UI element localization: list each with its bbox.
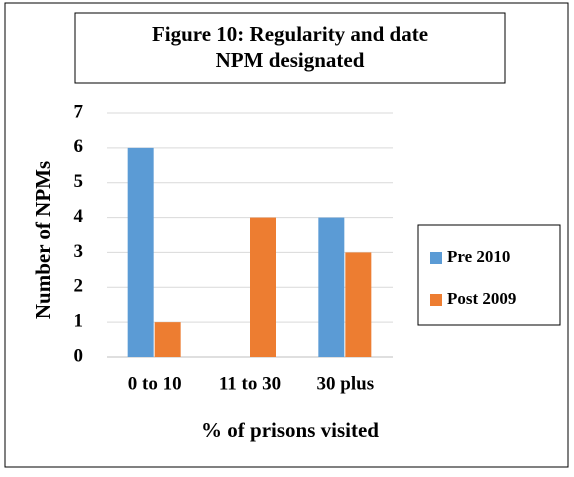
x-tick-label: 11 to 30 bbox=[219, 373, 281, 394]
legend-swatch bbox=[430, 294, 442, 306]
chart-title: Figure 10: Regularity and date NPM design… bbox=[152, 22, 428, 72]
y-tick-label: 4 bbox=[74, 206, 84, 227]
legend-label: Pre 2010 bbox=[447, 247, 510, 266]
bar bbox=[345, 252, 372, 357]
bar bbox=[250, 217, 276, 357]
legend-box bbox=[417, 224, 561, 326]
bar bbox=[127, 147, 154, 357]
y-tick-label: 7 bbox=[74, 101, 84, 122]
bar bbox=[154, 322, 181, 357]
title-box bbox=[74, 12, 506, 84]
x-axis-label: % of prisons visited bbox=[201, 418, 379, 442]
y-tick-label: 1 bbox=[74, 311, 84, 332]
y-tick-label: 3 bbox=[74, 241, 84, 262]
x-tick-label: 30 plus bbox=[317, 373, 375, 394]
legend-label: Post 2009 bbox=[447, 289, 516, 308]
y-tick-label: 6 bbox=[74, 136, 84, 157]
x-tick-label: 0 to 10 bbox=[128, 373, 182, 394]
legend-swatch bbox=[430, 252, 442, 264]
y-tick-label: 2 bbox=[74, 276, 84, 297]
y-tick-label: 0 bbox=[74, 345, 84, 366]
bar bbox=[318, 217, 345, 357]
y-axis-label: Number of NPMs bbox=[31, 161, 55, 319]
y-tick-label: 5 bbox=[74, 171, 84, 192]
